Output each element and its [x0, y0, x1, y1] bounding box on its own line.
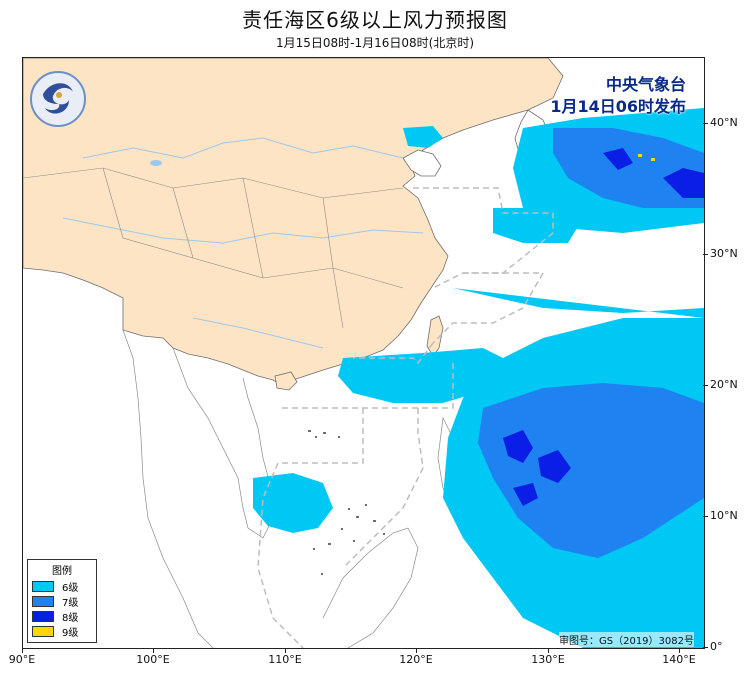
china-land: [23, 58, 564, 387]
legend-item-7: 7级: [32, 594, 92, 609]
wind-level-7: [478, 128, 704, 558]
sea-zone-boundaries: [257, 187, 554, 648]
lon-tick: [22, 648, 23, 653]
province-boundaries: [23, 167, 404, 329]
borneo-outline: [322, 527, 419, 648]
legend-swatch-6: [32, 581, 54, 592]
legend-swatch-9: [32, 626, 54, 637]
lon-label-140: 140°E: [662, 653, 696, 666]
lon-tick: [548, 648, 549, 653]
map-subtitle: 1月15日08时-1月16日08时(北京时): [275, 36, 475, 50]
lon-tick: [416, 648, 417, 653]
lon-label-100: 100°E: [136, 653, 170, 666]
hainan-island: [274, 371, 298, 391]
wind-level-9: [638, 154, 655, 161]
legend-item-9: 9级: [32, 624, 92, 639]
lat-tick: [703, 123, 708, 124]
legend-box: 图例 6级 7级 8级 9级: [27, 559, 97, 643]
legend-label-9: 9级: [62, 628, 79, 639]
lat-tick: [703, 516, 708, 517]
lat-label-20: 20°N: [710, 378, 738, 391]
legend-item-8: 8级: [32, 609, 92, 624]
lon-label-120: 120°E: [399, 653, 433, 666]
legend-label-8: 8级: [62, 613, 79, 624]
lat-label-30: 30°N: [710, 247, 738, 260]
river-pearl: [192, 317, 324, 349]
lat-tick: [703, 385, 708, 386]
river-yangtze: [62, 217, 424, 244]
legend-label-7: 7级: [62, 598, 79, 609]
wind-level-8: [503, 148, 704, 506]
lon-tick: [679, 648, 680, 653]
bohai-coast: [402, 149, 442, 177]
legend-swatch-8: [32, 611, 54, 622]
map-canvas: [23, 58, 704, 648]
issuer-info: 中央气象台 1月14日06时发布: [550, 74, 686, 118]
legend-swatch-7: [32, 596, 54, 607]
legend-title: 图例: [52, 566, 72, 577]
lon-tick: [153, 648, 154, 653]
lon-label-90: 90°E: [8, 653, 36, 666]
lat-label-0: 0°: [710, 640, 723, 653]
map-title: 责任海区6级以上风力预报图: [242, 8, 508, 32]
lake-qinghai: [150, 160, 162, 166]
issuer-agency: 中央气象台: [605, 75, 686, 94]
river-yellow: [82, 137, 404, 159]
lon-tick: [285, 648, 286, 653]
map-area: 中央气象台 1月14日06时发布 图例 6级 7级 8级 9级 审图号：GS（2…: [22, 57, 705, 649]
lat-tick: [703, 254, 708, 255]
issue-time: 1月14日06时发布: [550, 97, 686, 116]
lon-label-130: 130°E: [531, 653, 565, 666]
cma-logo-icon: [29, 70, 87, 128]
indochina-outline: [122, 329, 274, 648]
map-approval-number: 审图号：GS（2019）3082号: [559, 632, 694, 647]
lat-label-10: 10°N: [710, 509, 738, 522]
lon-label-110: 110°E: [268, 653, 302, 666]
legend-item-6: 6级: [32, 579, 92, 594]
south-sea-islands: [308, 430, 385, 575]
legend-label-6: 6级: [62, 583, 79, 594]
lat-label-40: 40°N: [710, 116, 738, 129]
lat-tick: [703, 647, 708, 648]
